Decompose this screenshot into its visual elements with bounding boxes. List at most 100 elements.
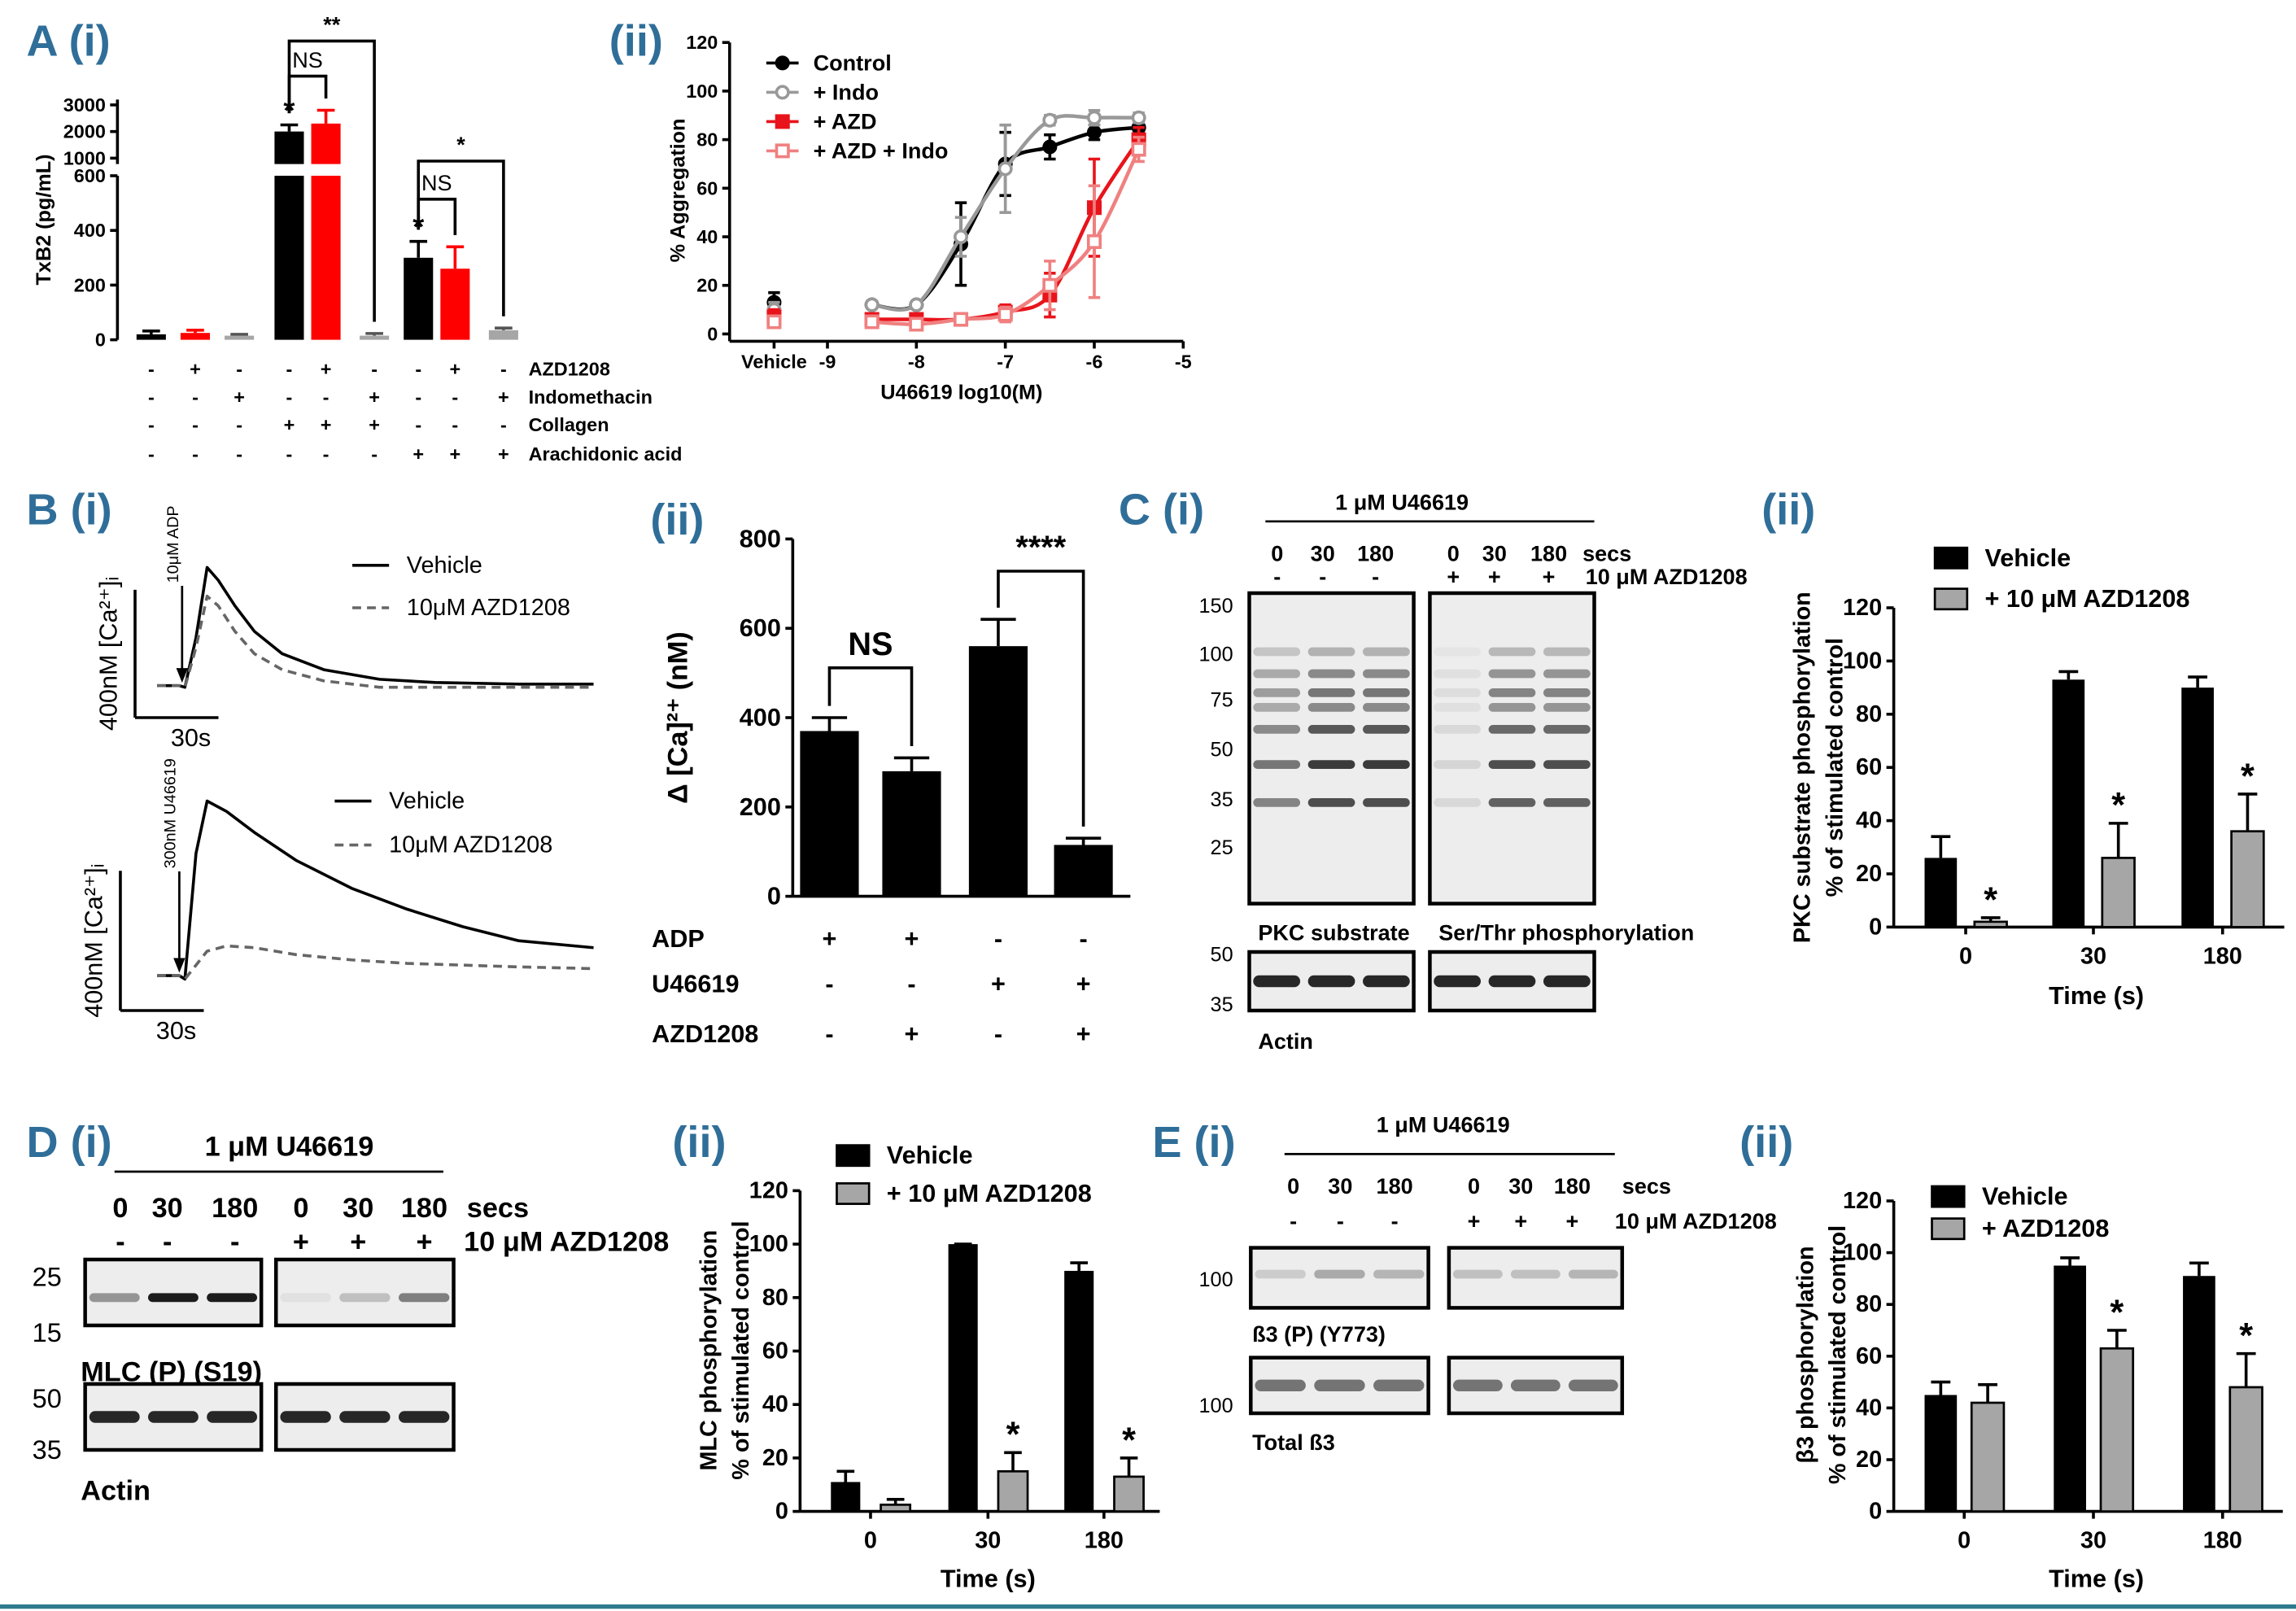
mw-marker: 35: [33, 1435, 62, 1465]
mw-marker: 100: [1199, 644, 1233, 666]
x-axis-label: Time (s): [2049, 982, 2144, 1010]
legend-marker: [775, 55, 790, 71]
blot-band: [1434, 798, 1481, 807]
condition-label: Collagen: [529, 414, 609, 435]
bar: [1054, 845, 1113, 897]
bar: [2054, 1265, 2086, 1512]
blot-band: [1307, 725, 1355, 734]
significance: *: [2239, 1316, 2253, 1356]
bar: [440, 268, 470, 340]
condition-sign: -: [452, 414, 458, 435]
blot-time: 0: [293, 1193, 308, 1224]
blot-band: [1307, 647, 1355, 657]
condition-sign: +: [1076, 971, 1091, 998]
bar: [311, 123, 341, 340]
panel-label: C (i): [1119, 485, 1204, 534]
condition-sign: -: [192, 443, 199, 465]
blot-band: [1363, 669, 1410, 679]
condition-sign: +: [991, 971, 1006, 998]
point-marker: [997, 161, 1013, 177]
point-marker: [953, 312, 969, 327]
x-tick-label: 30: [975, 1528, 1001, 1554]
error-bar: [2058, 670, 2079, 680]
error-bar: [495, 326, 513, 330]
x-tick-label: 0: [1958, 1528, 1971, 1554]
y-tick-label: 600: [740, 614, 781, 642]
comparison-bracket: [997, 570, 1085, 827]
error-bar: [1980, 916, 2001, 922]
point-marker: [1086, 124, 1102, 140]
bracket-label: NS: [421, 171, 452, 195]
error-bar: [2237, 792, 2258, 832]
blot-sign: +: [1447, 565, 1460, 589]
mw-marker: 25: [1211, 836, 1233, 859]
scale-bar-label: 30s: [156, 1017, 196, 1045]
blot-membrane: [273, 1257, 456, 1328]
bar: [882, 771, 941, 897]
comparison-bracket: [417, 159, 505, 317]
legend-label: + AZD1208: [1982, 1215, 2110, 1242]
x-tick-label: 30: [2080, 943, 2106, 969]
bar: [2181, 688, 2214, 928]
blot-time: 180: [212, 1193, 258, 1224]
y-tick-label: 100: [749, 1231, 788, 1257]
blot-band: [1543, 798, 1591, 807]
point-marker: [1042, 139, 1058, 155]
y-tick-label: 20: [762, 1445, 788, 1471]
error-bar: [811, 716, 848, 731]
point-marker: [1131, 110, 1146, 125]
blot-band: [1488, 798, 1536, 807]
condition-sign: -: [1080, 925, 1088, 953]
bar: [2230, 830, 2265, 928]
point-marker: [864, 297, 880, 312]
y-axis-label: % of stimulated control: [1822, 638, 1848, 897]
condition-sign: +: [284, 414, 295, 435]
condition-sign: +: [321, 359, 332, 380]
blot-band: [1543, 725, 1591, 734]
y-tick-label: 100: [686, 81, 718, 102]
mw-marker: 150: [1199, 595, 1233, 618]
error-bar: [836, 1469, 855, 1482]
blot-band: [1307, 669, 1355, 679]
mw-marker: 25: [33, 1263, 62, 1292]
bar: [488, 330, 518, 340]
blot-label: PKC substrate: [1258, 921, 1409, 945]
blot-membrane: [1247, 591, 1416, 906]
error-bar: [365, 332, 383, 336]
x-tick-label: Vehicle: [741, 351, 807, 373]
stimulus-label: 300nM U46619: [162, 758, 180, 868]
condition-sign: +: [450, 443, 461, 465]
y-tick-label: 100: [1843, 1240, 1882, 1266]
mw-marker: 15: [33, 1318, 62, 1347]
y-tick-label: 80: [1856, 701, 1882, 727]
legend-label: Vehicle: [1984, 544, 2071, 572]
condition-sign: -: [286, 443, 293, 465]
x-axis-label: Time (s): [2049, 1565, 2144, 1592]
blot-band: [1434, 975, 1481, 988]
y-tick-label: 60: [762, 1338, 788, 1364]
blot-band: [147, 1293, 199, 1303]
condition-sign: -: [371, 359, 378, 380]
blot-time: 0: [1271, 541, 1283, 565]
y-tick-label: 0: [707, 323, 718, 344]
condition-sign: +: [190, 359, 201, 380]
blot-band: [1488, 688, 1536, 697]
blot-label: Actin: [81, 1475, 151, 1506]
error-bar: [1978, 1382, 1997, 1404]
blot-band: [280, 1293, 331, 1303]
y-axis-label: MLC phosphorylation: [696, 1230, 722, 1471]
blot-band: [1568, 1379, 1618, 1391]
condition-sign: -: [148, 414, 155, 435]
condition-label: AZD1208: [652, 1020, 758, 1048]
legend-swatch: [836, 1182, 871, 1205]
y-tick-label: 20: [696, 275, 718, 296]
condition-sign: +: [369, 386, 380, 408]
y-tick-label: 40: [762, 1391, 788, 1417]
point-marker: [1042, 277, 1058, 293]
condition-sign: -: [994, 925, 1002, 953]
blot-band: [1363, 703, 1410, 712]
blot-band: [1488, 647, 1536, 657]
vehicle-point: [766, 314, 782, 330]
blot-band: [1253, 975, 1301, 988]
